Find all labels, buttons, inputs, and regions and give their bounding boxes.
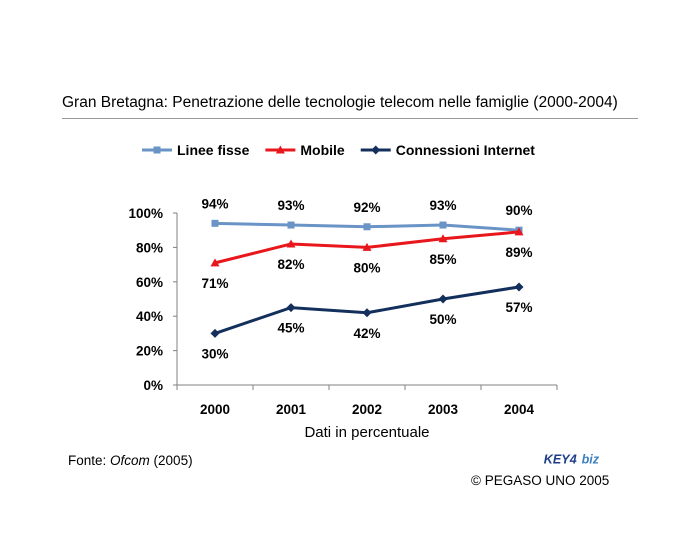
data-label-linee-fisse: 93% (277, 198, 304, 213)
source-year: (2005) (149, 453, 193, 468)
logo-biz-part: biz (582, 453, 600, 467)
data-point-linee-fisse (287, 221, 295, 229)
data-point-linee-fisse (439, 221, 447, 229)
y-tick-label: 0% (143, 378, 163, 393)
data-point-connessioni-internet (362, 308, 372, 318)
data-point-connessioni-internet (514, 282, 524, 292)
key4biz-logo: KEY4 biz (544, 453, 600, 467)
data-label-connessioni-internet: 50% (429, 312, 456, 327)
source-prefix: Fonte: (68, 453, 111, 468)
data-point-mobile (362, 242, 372, 251)
source-note: Fonte: Ofcom (2005) (68, 453, 193, 468)
data-point-connessioni-internet (438, 294, 448, 304)
x-tick-label: 2002 (352, 402, 382, 417)
data-label-mobile: 71% (201, 276, 228, 291)
legend-label-linee-fisse: Linee fisse (177, 142, 250, 158)
data-point-mobile (210, 258, 220, 267)
data-label-linee-fisse: 93% (429, 198, 456, 213)
x-tick-label: 2001 (276, 402, 307, 417)
data-point-linee-fisse (211, 219, 219, 227)
y-tick-label: 80% (136, 240, 163, 255)
data-point-mobile (286, 239, 296, 248)
data-point-connessioni-internet (286, 303, 296, 313)
source-publisher: Ofcom (110, 453, 150, 468)
x-tick-label: 2003 (428, 402, 459, 417)
data-label-mobile: 80% (353, 260, 380, 275)
data-label-linee-fisse: 90% (505, 203, 532, 218)
y-tick-label: 100% (128, 206, 163, 221)
data-point-mobile (438, 234, 448, 243)
data-point-linee-fisse (363, 223, 371, 231)
data-label-linee-fisse: 94% (201, 196, 228, 211)
x-tick-label: 2000 (200, 402, 230, 417)
y-tick-label: 40% (136, 309, 163, 324)
data-label-connessioni-internet: 42% (353, 326, 380, 341)
x-tick-label: 2004 (504, 402, 535, 417)
data-label-mobile: 82% (277, 257, 304, 272)
data-label-mobile: 89% (505, 245, 532, 260)
y-tick-label: 20% (136, 344, 163, 359)
legend-marker-linee-fisse (153, 146, 161, 154)
y-tick-label: 60% (136, 275, 163, 290)
data-label-connessioni-internet: 57% (505, 300, 532, 315)
legend-marker-mobile (275, 145, 285, 154)
data-label-connessioni-internet: 30% (201, 346, 228, 361)
data-label-linee-fisse: 92% (353, 200, 380, 215)
legend-label-connessioni-internet: Connessioni Internet (396, 142, 536, 158)
legend-label-mobile: Mobile (300, 142, 345, 158)
data-label-connessioni-internet: 45% (277, 321, 304, 336)
title-divider (62, 118, 638, 119)
data-label-mobile: 85% (429, 252, 456, 267)
data-point-mobile (514, 227, 524, 236)
data-point-connessioni-internet (210, 328, 220, 338)
copyright-note: © PEGASO UNO 2005 (471, 473, 610, 488)
legend-marker-connessioni-internet (371, 145, 381, 155)
x-axis-label: Dati in percentuale (304, 424, 429, 441)
chart-title: Gran Bretagna: Penetrazione delle tecnol… (62, 94, 618, 111)
logo-key-part: KEY4 (544, 453, 577, 467)
